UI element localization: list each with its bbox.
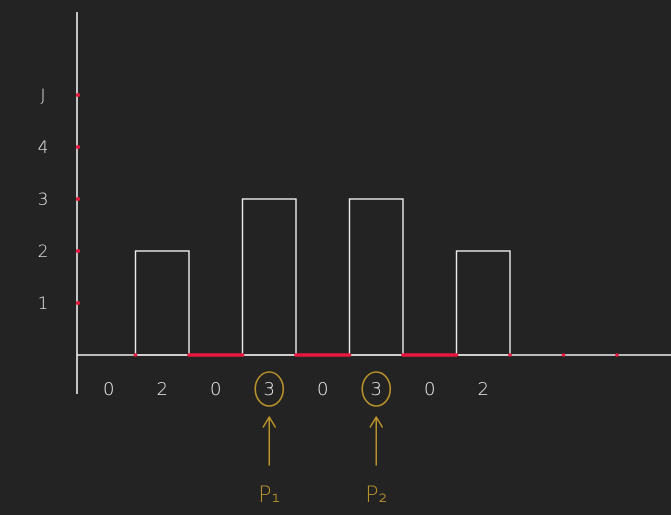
- y-tick-label: 3: [38, 190, 49, 210]
- pointer-label: P₂: [365, 483, 387, 508]
- x-axis-dot: [401, 353, 405, 357]
- bar-outline: [455, 250, 511, 356]
- column-label: 3: [264, 379, 275, 400]
- x-axis-dot: [508, 353, 512, 357]
- pointers: P₁ P₂: [258, 416, 387, 508]
- pointer-label: P₁: [258, 483, 280, 508]
- column-label: 2: [478, 379, 489, 400]
- y-tick-label: 2: [38, 242, 49, 262]
- y-tick-dot: [76, 301, 80, 305]
- bar-outline: [134, 250, 190, 356]
- bar-outline: [241, 198, 297, 356]
- y-tick-label: 4: [38, 138, 49, 158]
- pointer-circle: [254, 371, 285, 407]
- x-axis-dot: [133, 353, 138, 357]
- x-axis-dot: [187, 353, 191, 357]
- x-axis-dot: [561, 353, 566, 357]
- y-tick-dot: [76, 197, 80, 201]
- x-axis-dot: [294, 353, 298, 357]
- x-axis-dots: [133, 353, 619, 357]
- pointer-circle: [361, 371, 392, 407]
- column-label: 3: [371, 379, 382, 400]
- column-label: 0: [317, 379, 328, 400]
- y-tick-dot: [76, 145, 80, 149]
- column-labels: 0 2 0 3 0 3 0 2: [103, 379, 489, 400]
- bar-outline: [348, 198, 404, 356]
- y-tick-label: 1: [38, 294, 49, 314]
- x-axis-dot: [454, 353, 459, 357]
- column-label: 0: [210, 379, 221, 400]
- x-axis-dot: [615, 353, 619, 357]
- column-label: 2: [157, 379, 168, 400]
- elevation-bars: [134, 198, 511, 356]
- pointer-arrow-head: [262, 416, 276, 428]
- x-axis-dot: [240, 353, 245, 357]
- column-label: 0: [424, 379, 435, 400]
- pointer-circles: [254, 371, 392, 407]
- x-axis-dot: [347, 353, 352, 357]
- y-tick-dot: [76, 93, 80, 97]
- y-tick-label: J: [40, 86, 45, 106]
- pointer-arrow-head: [369, 416, 383, 428]
- y-axis-ticks: 1 2 3 4 J: [38, 86, 80, 314]
- y-tick-dot: [76, 249, 80, 253]
- column-label: 0: [103, 379, 114, 400]
